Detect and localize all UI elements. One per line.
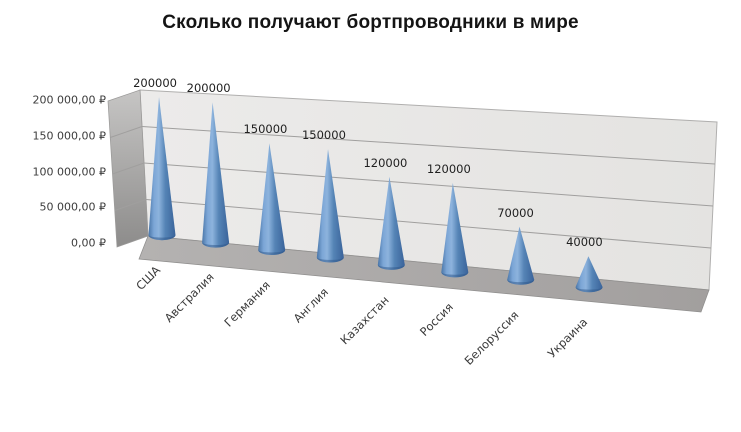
data-label-5: 120000 xyxy=(426,161,471,176)
data-label-0: 200000 xyxy=(133,76,177,90)
y-tick-label: 50 000,00 ₽ xyxy=(39,200,106,214)
gridline xyxy=(145,199,712,249)
cone-base-rim xyxy=(258,249,286,256)
cone-bar-2[interactable] xyxy=(258,143,286,256)
cone-bar-0[interactable] xyxy=(148,97,176,241)
gridline xyxy=(114,199,147,211)
cone-bar-1[interactable] xyxy=(202,102,230,248)
cone-bar-4[interactable] xyxy=(377,176,405,270)
gridlines xyxy=(110,126,716,249)
cone-bar-6[interactable] xyxy=(507,226,535,285)
gridline xyxy=(112,162,145,175)
cone-series xyxy=(148,97,603,293)
cone-base-rim xyxy=(148,235,176,241)
y-tick-label: 150 000,00 ₽ xyxy=(32,129,106,143)
gridline xyxy=(110,126,143,138)
cone-base-rim xyxy=(575,287,603,293)
data-label-1: 200000 xyxy=(186,81,231,96)
data-label-6: 70000 xyxy=(497,205,534,220)
cone-bar-3[interactable] xyxy=(316,149,344,263)
cone-base-rim xyxy=(507,279,535,285)
chart-title: Сколько получают бортпроводники в мире xyxy=(162,12,579,33)
cone-base-rim xyxy=(441,272,469,278)
cone-base-rim xyxy=(202,242,230,248)
cone-bar-7[interactable] xyxy=(575,256,603,293)
data-label-7: 40000 xyxy=(566,235,603,250)
data-label-3: 150000 xyxy=(301,128,346,143)
y-tick-label: 100 000,00 ₽ xyxy=(32,165,106,178)
data-label-4: 120000 xyxy=(363,155,408,170)
gridline xyxy=(143,162,714,207)
y-tick-label: 0,00 ₽ xyxy=(71,236,106,250)
cone-base-rim xyxy=(377,264,405,270)
gridline xyxy=(141,126,716,165)
cone-bar-5[interactable] xyxy=(441,182,469,278)
cone-base-rim xyxy=(316,257,344,263)
data-label-2: 150000 xyxy=(243,122,288,137)
y-tick-label: 200 000,00 ₽ xyxy=(32,93,106,107)
